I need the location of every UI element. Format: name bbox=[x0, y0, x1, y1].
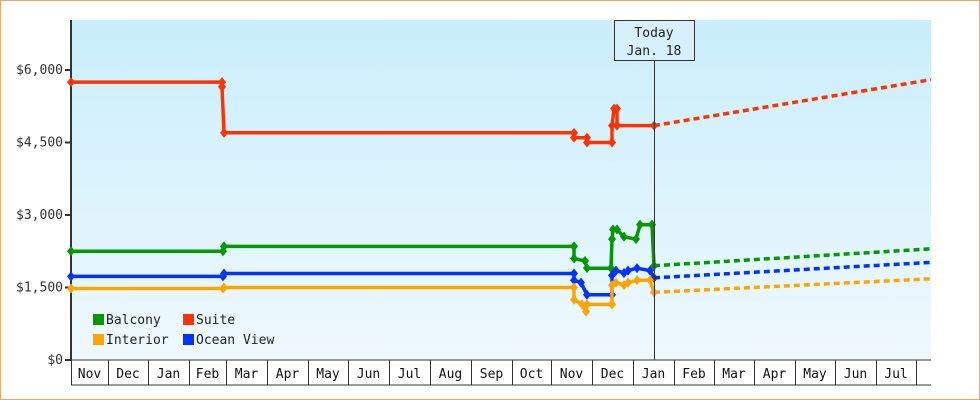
data-point-marker[interactable] bbox=[220, 268, 228, 279]
month-label: Nov bbox=[78, 367, 102, 382]
y-axis: $0 $1,500 $3,000 $4,500 $6,000 bbox=[16, 20, 72, 368]
legend-label: Suite bbox=[196, 313, 235, 328]
month-label: Aug bbox=[439, 367, 462, 382]
today-label: Today bbox=[634, 26, 673, 41]
month-label: Mar bbox=[722, 367, 746, 382]
legend-label: Interior bbox=[106, 333, 169, 348]
month-label: Jul bbox=[398, 367, 421, 382]
y-tick-label: $3,000 bbox=[16, 208, 63, 223]
month-label: Apr bbox=[763, 367, 787, 382]
y-tick-label: $4,500 bbox=[16, 136, 63, 151]
month-label: Dec bbox=[116, 367, 139, 382]
today-callout bbox=[614, 20, 695, 61]
legend-swatch bbox=[93, 334, 104, 345]
data-point-marker[interactable] bbox=[570, 282, 578, 293]
data-point-marker[interactable] bbox=[67, 77, 75, 88]
data-point-marker[interactable] bbox=[613, 120, 621, 131]
month-label: Feb bbox=[682, 367, 706, 382]
data-point-marker[interactable] bbox=[570, 132, 578, 143]
data-point-marker[interactable] bbox=[582, 306, 590, 317]
legend-swatch bbox=[93, 314, 104, 325]
forecast-line bbox=[653, 77, 932, 128]
data-point-marker[interactable] bbox=[67, 271, 75, 282]
legend-item-balcony[interactable]: Balcony bbox=[93, 313, 161, 328]
data-point-marker[interactable] bbox=[624, 265, 632, 276]
data-point-marker[interactable] bbox=[577, 277, 585, 288]
data-point-marker[interactable] bbox=[608, 299, 616, 310]
data-point-marker[interactable] bbox=[570, 253, 578, 264]
data-point-marker[interactable] bbox=[570, 294, 578, 305]
forecast-line bbox=[653, 260, 932, 280]
x-axis: Nov Dec Jan Feb Mar Apr May Jun Jul Aug Sep Oct Nov D… bbox=[71, 359, 931, 386]
data-point-marker[interactable] bbox=[624, 277, 632, 288]
legend-item-suite[interactable]: Suite bbox=[183, 313, 235, 328]
month-label: Oct bbox=[520, 367, 543, 382]
y-tick-label: $6,000 bbox=[16, 63, 63, 78]
forecast-line bbox=[653, 277, 932, 295]
y-tick-label: $1,500 bbox=[16, 281, 63, 296]
legend-item-interior[interactable]: Interior bbox=[93, 333, 169, 348]
data-point-marker[interactable] bbox=[220, 282, 228, 293]
data-point-marker[interactable] bbox=[583, 263, 591, 274]
month-label: May bbox=[316, 367, 340, 382]
data-point-marker[interactable] bbox=[218, 81, 226, 92]
legend-label: Ocean View bbox=[196, 333, 274, 348]
data-point-marker[interactable] bbox=[67, 246, 75, 257]
data-point-marker[interactable] bbox=[620, 231, 628, 242]
month-label: Jul bbox=[884, 367, 907, 382]
data-point-marker[interactable] bbox=[646, 275, 654, 286]
data-point-marker[interactable] bbox=[613, 103, 621, 114]
data-point-marker[interactable] bbox=[646, 265, 654, 276]
legend-label: Balcony bbox=[106, 313, 161, 328]
data-point-marker[interactable] bbox=[220, 241, 228, 252]
month-label: Jan bbox=[642, 367, 665, 382]
month-label: Jun bbox=[357, 367, 380, 382]
legend-swatch bbox=[183, 334, 194, 345]
month-label: May bbox=[803, 367, 827, 382]
data-point-marker[interactable] bbox=[632, 234, 640, 245]
month-label: Dec bbox=[601, 367, 624, 382]
today-marker: Today Jan. 18 bbox=[614, 20, 695, 360]
series-suite bbox=[67, 77, 932, 148]
data-point-marker[interactable] bbox=[613, 224, 621, 235]
month-label: Apr bbox=[276, 367, 300, 382]
y-tick-label: $0 bbox=[47, 353, 63, 368]
data-point-marker[interactable] bbox=[633, 275, 641, 286]
month-label: Nov bbox=[560, 367, 584, 382]
forecast-line bbox=[653, 247, 932, 268]
data-point-marker[interactable] bbox=[578, 299, 586, 310]
data-point-marker[interactable] bbox=[608, 234, 616, 245]
data-point-marker[interactable] bbox=[583, 137, 591, 148]
data-point-marker[interactable] bbox=[608, 137, 616, 148]
plot-area bbox=[71, 20, 931, 360]
data-point-marker[interactable] bbox=[570, 268, 578, 279]
data-point-marker[interactable] bbox=[570, 275, 578, 286]
month-label: Jun bbox=[844, 367, 867, 382]
month-label: Jan bbox=[157, 367, 180, 382]
data-point-marker[interactable] bbox=[67, 283, 75, 294]
data-point-marker[interactable] bbox=[608, 120, 616, 131]
data-point-marker[interactable] bbox=[570, 241, 578, 252]
month-label: Sep bbox=[480, 367, 504, 382]
month-label: Feb bbox=[196, 367, 220, 382]
month-label: Mar bbox=[235, 367, 259, 382]
data-point-marker[interactable] bbox=[636, 219, 644, 230]
data-point-marker[interactable] bbox=[583, 299, 591, 310]
data-point-marker[interactable] bbox=[583, 289, 591, 300]
data-point-marker[interactable] bbox=[612, 265, 620, 276]
data-point-marker[interactable] bbox=[220, 127, 228, 138]
data-point-marker[interactable] bbox=[612, 277, 620, 288]
legend: Balcony Suite Interior Ocean View bbox=[93, 313, 274, 348]
today-date: Jan. 18 bbox=[627, 44, 682, 59]
data-point-marker[interactable] bbox=[633, 263, 641, 274]
legend-item-ocean-view[interactable]: Ocean View bbox=[183, 333, 274, 348]
legend-swatch bbox=[183, 314, 194, 325]
